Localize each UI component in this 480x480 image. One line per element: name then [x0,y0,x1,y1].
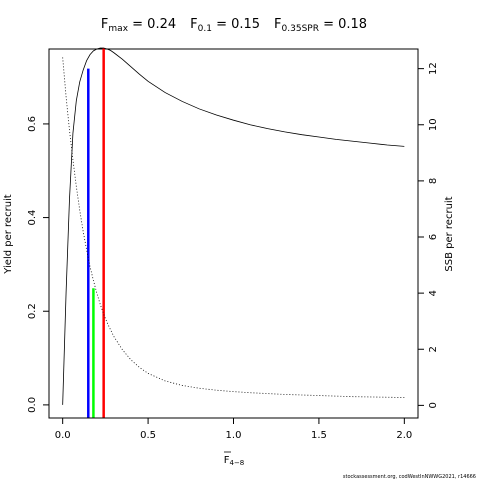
title-f01-base: F [190,17,197,32]
y-left-tick-label: 0.0 [27,397,38,413]
y-left-tick-label: 0.6 [27,116,38,132]
y-left-tick-label: 0.4 [27,210,38,226]
x-tick-label: 1.5 [311,430,327,441]
y-right-tick-label: 8 [428,178,439,184]
y-right-tick-label: 0 [428,402,439,408]
x-axis-title: F4−8 [224,455,245,467]
credit-text: stockassessment.org, codWestInNWWG2021, … [343,474,476,480]
x-axis: 0.0 0.5 1.0 1.5 2.0 [55,417,412,441]
title-fspr-sub: 0.35SPR [282,24,319,34]
yield-per-recruit-line [62,47,405,405]
series-layer [62,47,405,405]
y-left-tick-label: 0.2 [27,303,38,319]
title-fspr-base: F [274,17,281,32]
y-axis-right: 0 2 4 6 8 10 12 [418,62,439,409]
title-fmax-base: F [101,17,108,32]
title-fspr-value: = 0.18 [319,17,367,32]
x-tick-label: 1.0 [226,430,242,441]
y-right-tick-label: 10 [428,118,439,131]
x-axis-title-sub: 4−8 [229,459,244,467]
title-fmax-value: = 0.24 [128,17,176,32]
y-right-tick-label: 12 [428,62,439,75]
y-axis-right-title: SSB per recruit [444,196,455,271]
y-right-tick-label: 4 [428,290,439,296]
y-axis-left-title: Yield per recruit [3,194,14,275]
x-tick-label: 0.0 [55,430,71,441]
y-axis-left: 0.0 0.2 0.4 0.6 [27,116,49,413]
title-fmax-sub: max [108,24,128,34]
x-tick-label: 0.5 [140,430,156,441]
x-axis-title-base: F [224,455,230,466]
x-tick-label: 2.0 [396,430,412,441]
reference-lines [87,48,105,418]
title-f01-sub: 0.1 [198,24,212,34]
chart-title: Fmax = 0.24 F0.1 = 0.15 F0.35SPR = 0.18 [101,17,367,34]
ssb-per-recruit-line [62,57,405,398]
y-right-tick-label: 6 [428,234,439,240]
y-right-tick-label: 2 [428,346,439,352]
title-f01-value: = 0.15 [212,17,260,32]
